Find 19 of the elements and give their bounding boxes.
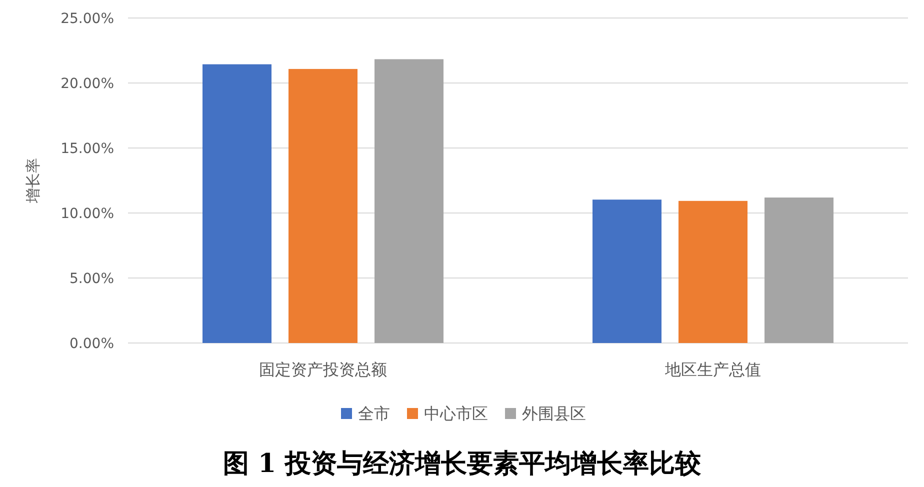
text: 图 1 投资与经济增长要素平均增长率比较	[222, 449, 702, 479]
y-tick-label: 20.00%	[60, 76, 114, 92]
bar	[202, 64, 272, 343]
y-tick-label: 25.00%	[60, 11, 114, 27]
bar	[592, 200, 662, 343]
bar	[374, 59, 444, 343]
y-tick-label: 15.00%	[60, 141, 114, 157]
y-tick-label: 10.00%	[60, 206, 114, 222]
x-tick-label: 固定资产投资总额	[259, 360, 387, 379]
y-tick-label: 5.00%	[70, 271, 114, 287]
bar	[288, 68, 358, 343]
bar	[764, 198, 834, 343]
x-tick-label: 地区生产总值	[664, 360, 761, 379]
y-axis-title: 增长率	[24, 158, 42, 204]
bar	[678, 200, 748, 343]
legend-label: 中心市区	[424, 404, 488, 423]
y-tick-label: 0.00%	[70, 336, 114, 352]
legend-label: 全市	[358, 404, 390, 423]
legend-label: 外围县区	[522, 404, 586, 423]
